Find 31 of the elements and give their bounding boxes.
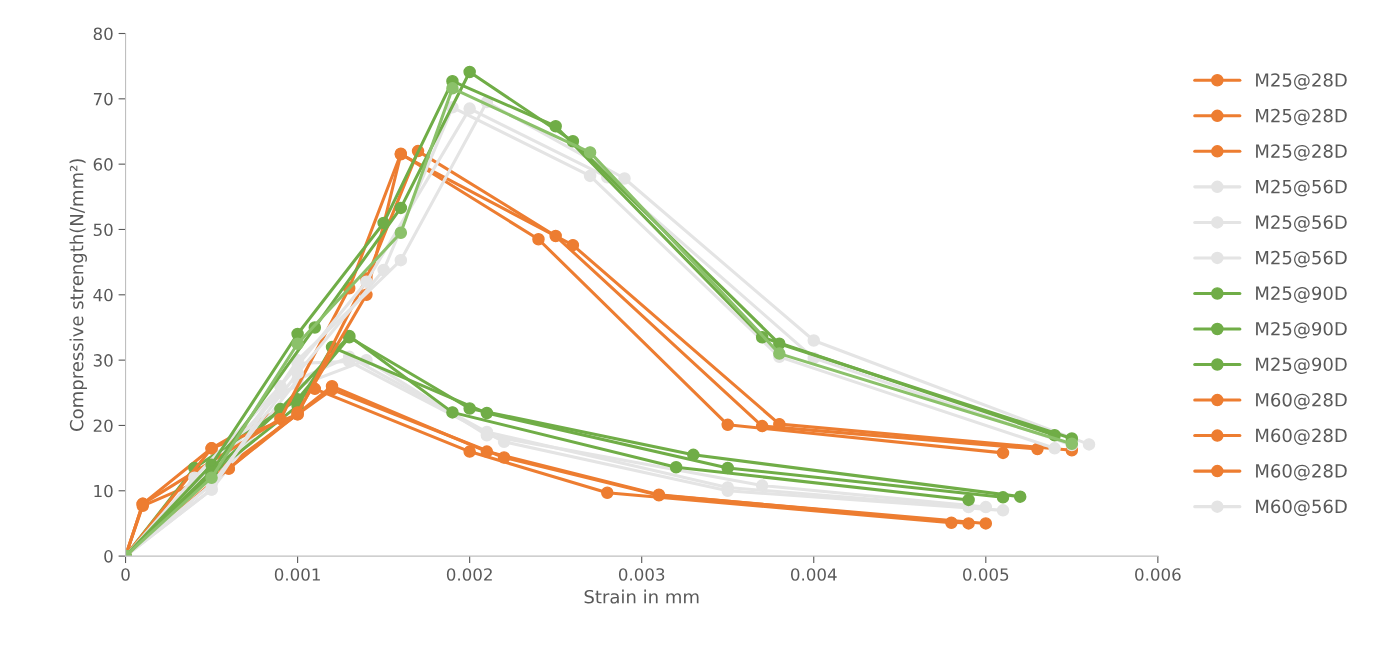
y-tick-label: 0	[104, 550, 113, 563]
y-axis-title: Compressive strength(N/mm²)	[69, 159, 87, 431]
legend-label: M25@56D	[1256, 250, 1347, 268]
y-tick-label: 20	[93, 419, 113, 433]
x-tick-label: 0.006	[1135, 568, 1181, 581]
x-tick-label: 0.001	[274, 568, 320, 581]
y-tick-label: 10	[94, 484, 113, 498]
legend-label: M25@90D	[1256, 286, 1347, 303]
y-tick-label: 70	[93, 92, 113, 106]
y-tick-label: 40	[93, 288, 113, 302]
legend-label: M25@56D	[1256, 179, 1347, 197]
x-tick-label: 0.002	[446, 568, 492, 581]
y-tick-label: 30	[93, 354, 113, 367]
y-tick-label: 80	[93, 27, 113, 41]
x-axis-title: Strain in mm	[584, 589, 699, 604]
legend-label: M60@56D	[1256, 499, 1347, 517]
x-tick-label: 0.003	[618, 568, 665, 581]
x-tick-label: 0.005	[963, 568, 1009, 581]
legend-label: M25@56D	[1256, 215, 1347, 232]
legend-label: M25@28D	[1256, 108, 1347, 126]
x-tick-label: 0	[121, 568, 130, 581]
x-tick-label: 0.004	[790, 568, 837, 581]
legend-label: M60@28D	[1256, 428, 1347, 446]
legend-label: M60@28D	[1256, 464, 1347, 481]
y-tick-label: 60	[93, 158, 113, 171]
legend-label: M60@28D	[1256, 392, 1347, 410]
legend-label: M25@28D	[1256, 144, 1347, 161]
legend-label: M25@28D	[1256, 73, 1347, 90]
legend-label: M25@90D	[1256, 357, 1347, 374]
legend-label: M25@90D	[1256, 321, 1347, 339]
y-tick-label: 50	[93, 223, 113, 237]
